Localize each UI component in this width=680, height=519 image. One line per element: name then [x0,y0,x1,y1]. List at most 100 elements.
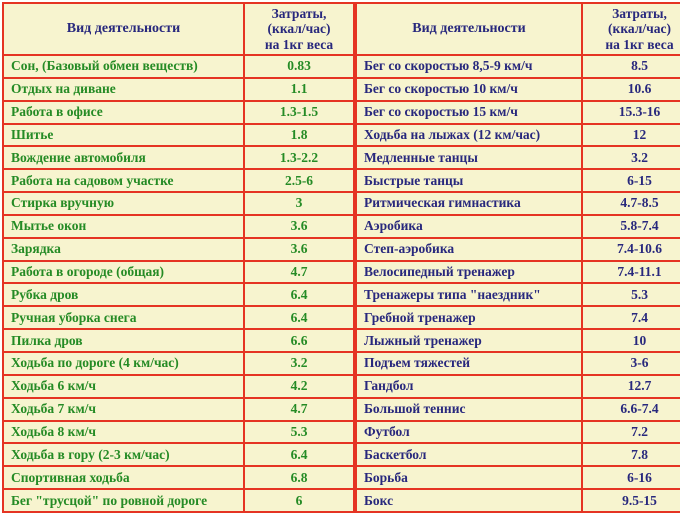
activity-cell: Сон, (Базовый обмен веществ) [2,54,245,79]
table-body-left: Сон, (Базовый обмен веществ) 0.83 Отдых … [2,54,355,513]
value-cell: 3.6 [243,236,355,262]
activity-cell: Вождение автомобиля [2,145,245,171]
value-cell: 3.2 [581,145,680,171]
activity-cell: Ритмическая гимнастика [355,191,583,216]
table-row: Ходьба 8 км/ч 5.3 [2,419,355,445]
value-cell: 7.4 [581,305,680,331]
activity-cell: Стирка вручную [2,191,245,216]
activity-cell: Работа в огороде (общая) [2,259,245,285]
value-cell: 1.1 [243,76,355,102]
activity-cell: Аэробика [355,213,583,239]
activity-cell: Мытье окон [2,213,245,239]
value-cell: 4.2 [243,373,355,399]
value-cell: 4.7 [243,259,355,285]
activity-cell: Степ-аэробика [355,236,583,262]
value-cell: 3 [243,191,355,216]
header-row: Вид деятельности Затраты, (ккал/час) на … [2,2,355,56]
value-cell: 12 [581,122,680,148]
table-row: Баскетбол 7.8 [355,442,680,468]
activity-cell: Баскетбол [355,442,583,468]
table-row: Бег со скоростью 15 км/ч 15.3-16 [355,99,680,125]
table-row: Ходьба в гору (2-3 км/час) 6.4 [2,442,355,468]
activity-cell: Быстрые танцы [355,168,583,194]
table-row: Зарядка 3.6 [2,236,355,262]
activity-column-header: Вид деятельности [355,2,583,56]
table-head-left: Вид деятельности Затраты, (ккал/час) на … [2,2,355,56]
table-row: Велосипедный тренажер 7.4-11.1 [355,259,680,285]
table-row: Рубка дров 6.4 [2,282,355,308]
table-row: Гандбол 12.7 [355,373,680,399]
table-row: Шитье 1.8 [2,122,355,148]
value-cell: 6-15 [581,168,680,194]
activity-cell: Зарядка [2,236,245,262]
value-cell: 6-16 [581,465,680,491]
header-row: Вид деятельности Затраты, (ккал/час) на … [355,2,680,56]
value-cell: 12.7 [581,373,680,399]
activity-cell: Гребной тренажер [355,305,583,331]
activity-cell: Тренажеры типа "наездник" [355,282,583,308]
activity-table-left: Вид деятельности Затраты, (ккал/час) на … [2,2,355,513]
value-cell: 3-6 [581,350,680,376]
value-cell: 6.8 [243,465,355,491]
value-cell: 15.3-16 [581,99,680,125]
activity-cell: Ходьба 7 км/ч [2,396,245,422]
table-row: Работа на садовом участке 2.5-6 [2,168,355,194]
table-row: Подъем тяжестей 3-6 [355,350,680,376]
value-cell: 6.6-7.4 [581,396,680,422]
value-cell: 5.3 [243,419,355,445]
value-cell: 1.8 [243,122,355,148]
table-row: Отдых на диване 1.1 [2,76,355,102]
activity-cell: Отдых на диване [2,76,245,102]
table-row: Пилка дров 6.6 [2,328,355,353]
value-cell: 5.3 [581,282,680,308]
value-cell: 5.8-7.4 [581,213,680,239]
table-row: Работа в офисе 1.3-1.5 [2,99,355,125]
activity-cell: Ходьба 8 км/ч [2,419,245,445]
table-row: Ходьба по дороге (4 км/час) 3.2 [2,350,355,376]
value-cell: 7.4-11.1 [581,259,680,285]
activity-cell: Подъем тяжестей [355,350,583,376]
activity-cell: Работа на садовом участке [2,168,245,194]
activity-cell: Футбол [355,419,583,445]
value-cell: 3.2 [243,350,355,376]
activity-cell: Ходьба по дороге (4 км/час) [2,350,245,376]
value-cell: 2.5-6 [243,168,355,194]
activity-cell: Ходьба в гору (2-3 км/час) [2,442,245,468]
table-row: Бег со скоростью 8,5-9 км/ч 8.5 [355,54,680,79]
value-cell: 7.2 [581,419,680,445]
table-row: Аэробика 5.8-7.4 [355,213,680,239]
value-cell: 7.4-10.6 [581,236,680,262]
table-row: Тренажеры типа "наездник" 5.3 [355,282,680,308]
table-row: Степ-аэробика 7.4-10.6 [355,236,680,262]
table-row: Гребной тренажер 7.4 [355,305,680,331]
value-cell: 6.4 [243,305,355,331]
activity-cell: Большой теннис [355,396,583,422]
value-cell: 3.6 [243,213,355,239]
value-cell: 4.7-8.5 [581,191,680,216]
value-cell: 4.7 [243,396,355,422]
value-cell: 6.6 [243,328,355,353]
cost-column-header: Затраты, (ккал/час) на 1кг веса [581,2,680,56]
value-cell: 9.5-15 [581,488,680,513]
table-row: Вождение автомобиля 1.3-2.2 [2,145,355,171]
activity-cell: Работа в офисе [2,99,245,125]
table-row: Ритмическая гимнастика 4.7-8.5 [355,191,680,216]
table-row: Медленные танцы 3.2 [355,145,680,171]
table-row: Быстрые танцы 6-15 [355,168,680,194]
table-row: Бег со скоростью 10 км/ч 10.6 [355,76,680,102]
cost-column-header: Затраты, (ккал/час) на 1кг веса [243,2,355,56]
activity-table-right: Вид деятельности Затраты, (ккал/час) на … [355,2,680,513]
table-row: Лыжный тренажер 10 [355,328,680,353]
table-row: Ходьба на лыжах (12 км/час) 12 [355,122,680,148]
activity-cell: Велосипедный тренажер [355,259,583,285]
value-cell: 6 [243,488,355,513]
value-cell: 6.4 [243,282,355,308]
value-cell: 6.4 [243,442,355,468]
activity-cell: Медленные танцы [355,145,583,171]
activity-cell: Бег со скоростью 15 км/ч [355,99,583,125]
activity-cell: Бег со скоростью 10 км/ч [355,76,583,102]
table-row: Бокс 9.5-15 [355,488,680,513]
activity-cell: Бокс [355,488,583,513]
table-row: Ходьба 7 км/ч 4.7 [2,396,355,422]
